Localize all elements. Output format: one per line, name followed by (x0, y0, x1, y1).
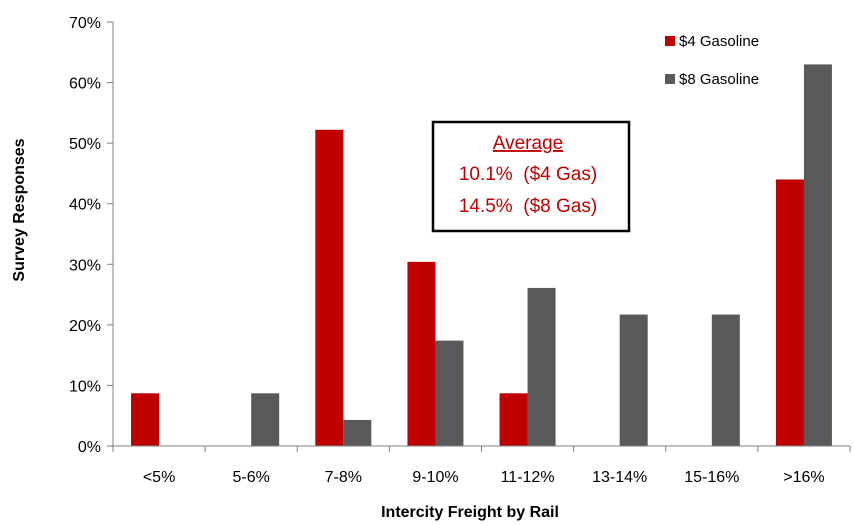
bar-4-gasoline-11-12 (499, 393, 528, 446)
x-axis-title: Intercity Freight by Rail (381, 504, 559, 521)
annotation-line-4-gas: 10.1% ($4 Gas) (459, 164, 597, 185)
x-tick-label-13-14: 13-14% (592, 469, 647, 486)
legend: $4 Gasoline $8 Gasoline (665, 33, 759, 88)
x-ticks: <5% 5-6% 7-8% 9-10% 11-12% 13-14% 15-16% >16% (112, 446, 851, 486)
y-tick-label: 40% (69, 197, 101, 214)
bar-4-gasoline-5 (131, 393, 160, 446)
y-tick-label: 60% (69, 76, 101, 93)
bar-4-gasoline-16 (775, 179, 804, 446)
y-tick-label: 70% (69, 15, 101, 32)
legend-label-4-gasoline: $4 Gasoline (679, 33, 759, 50)
annotation-title: Average (493, 133, 563, 154)
bar-8-gasoline-11-12 (527, 287, 556, 446)
x-tick-label-9-10: 9-10% (412, 469, 458, 486)
y-ticks: 0% 10% 20% 30% 40% 50% 60% 70% (69, 15, 113, 456)
annotation-border (431, 120, 631, 233)
y-tick-label: 50% (69, 136, 101, 153)
x-tick-label-5-6: 5-6% (233, 469, 270, 486)
x-tick-label-11-12: 11-12% (501, 469, 555, 486)
y-tick-label: 20% (69, 318, 101, 335)
average-annotation-box: Average 10.1% ($4 Gas) 14.5% ($8 Gas) (431, 120, 631, 233)
annotation-line-8-gas: 14.5% ($8 Gas) (459, 196, 597, 217)
bar-8-gasoline-15-16 (711, 314, 740, 446)
x-tick-label-7-8: 7-8% (325, 469, 362, 486)
x-tick-label-15-16: 15-16% (684, 469, 739, 486)
bars-layer (131, 64, 832, 447)
y-tick-label: 30% (69, 257, 101, 274)
y-tick-label: 0% (78, 439, 101, 456)
bar-8-gasoline-9-10 (435, 340, 464, 446)
bar-8-gasoline-16 (803, 64, 832, 447)
bar-4-gasoline-9-10 (407, 261, 436, 446)
bar-4-gasoline-7-8 (315, 129, 344, 446)
legend-swatch-4-gasoline (665, 36, 675, 46)
y-axis-title: Survey Responses (11, 138, 28, 281)
bar-8-gasoline-13-14 (619, 314, 648, 446)
x-tick-label-16: >16% (783, 469, 824, 486)
legend-label-8-gasoline: $8 Gasoline (679, 71, 759, 88)
x-tick-label-5: <5% (143, 469, 175, 486)
bar-8-gasoline-7-8 (343, 419, 372, 446)
y-tick-label: 10% (69, 378, 101, 395)
bar-8-gasoline-5-6 (251, 393, 280, 446)
legend-swatch-8-gasoline (665, 74, 675, 84)
